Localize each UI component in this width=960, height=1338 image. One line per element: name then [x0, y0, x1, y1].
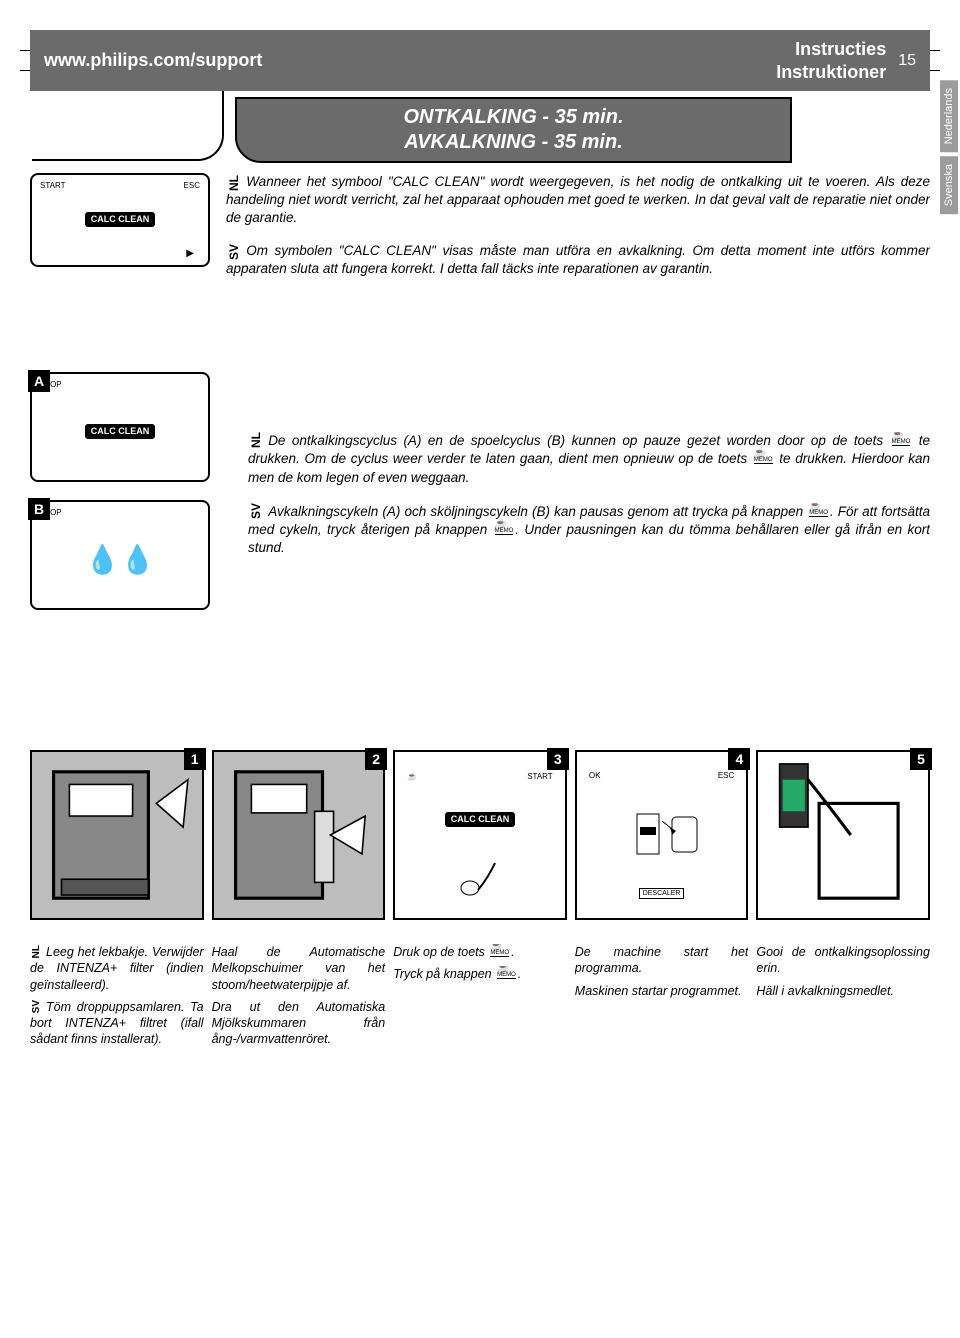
step-num-3: 3: [547, 748, 569, 770]
frother-icon: [218, 756, 380, 914]
cap-1: NL Leeg het lekbakje. Verwijder de INTEN…: [30, 944, 204, 1054]
cap5-nl: Gooi de ontkalkingsoplossing erin.: [756, 945, 930, 975]
drops-icon: 💧💧: [40, 546, 200, 574]
cap3-nl-pre: Druk op de toets: [393, 945, 488, 959]
descaler-label: DESCALER: [639, 888, 685, 899]
box-b: B STOP 💧💧: [30, 500, 230, 610]
cap-4: De machine start het programma. Maskinen…: [575, 944, 749, 1054]
intro-sv: SV Om symbolen "CALC CLEAN" visas måste …: [226, 242, 930, 278]
title-line-nl: ONTKALKING - 35 min.: [251, 105, 776, 130]
lcd-b: STOP 💧💧: [30, 500, 210, 610]
step-fig-1: [30, 750, 204, 920]
machine-icon: [36, 756, 198, 914]
ab-section: A STOP CALC CLEAN B STOP 💧💧 NL De ontk: [30, 372, 930, 610]
cap-3: Druk op de toets ☕MEMO. Tryck på knappen…: [393, 944, 567, 1054]
cap4-sv: Maskinen startar programmet.: [575, 984, 742, 998]
cap1-sv-marker: SV: [30, 1000, 43, 1013]
step-num-4: 4: [728, 748, 750, 770]
ab-para-sv: SV Avkalkningscykeln (A) och sköljningsc…: [248, 503, 930, 558]
lcd-calc-clean: START ESC CALC CLEAN ▶: [30, 173, 210, 267]
step-4: 4 OK ESC DESCALER: [575, 750, 749, 920]
sv-marker: SV: [226, 244, 242, 260]
steps-row: 1 2 3: [30, 750, 930, 920]
cap-5: Gooi de ontkalkingsoplossing erin. Häll …: [756, 944, 930, 1054]
tab-nederlands: Nederlands: [940, 80, 958, 152]
box-a: A STOP CALC CLEAN: [30, 372, 230, 482]
finger-press-icon: [460, 858, 500, 898]
ab-nl-pre: De ontkalkingscyclus (A) en de spoelcycl…: [268, 433, 889, 448]
lcd-start: START: [40, 181, 65, 190]
label-a: A: [28, 370, 50, 392]
language-tabs: Nederlands Svenska: [940, 80, 958, 214]
cap1-nl-marker: NL: [30, 945, 43, 958]
title-line-sv: AVKALKNING - 35 min.: [251, 130, 776, 155]
header-titles: Instructies Instruktioner: [776, 38, 886, 83]
ab-boxes: A STOP CALC CLEAN B STOP 💧💧: [30, 372, 230, 610]
cap3-nl-post: .: [511, 945, 514, 959]
lcd-esc: ESC: [184, 181, 200, 190]
step-fig-3: ☕ START CALC CLEAN: [393, 750, 567, 920]
lcd-arrow: ▶: [40, 248, 200, 259]
cup-icon: ☕MEMO: [497, 966, 516, 979]
fig3-start: START: [527, 772, 552, 781]
intro-nl-text: Wanneer het symbool "CALC CLEAN" wordt w…: [226, 174, 930, 225]
descaler-bottle-icon: [622, 809, 702, 859]
tab-svenska: Svenska: [940, 156, 958, 214]
cap4-nl: De machine start het programma.: [575, 945, 749, 975]
cap1-nl: Leeg het lekbakje. Verwijder de INTENZA+…: [30, 945, 204, 992]
support-url: www.philips.com/support: [44, 50, 262, 71]
lcd-b-stop: STOP: [40, 508, 200, 517]
cap2-nl: Haal de Automatische Melkopschuimer van …: [212, 945, 386, 992]
step-2: 2: [212, 750, 386, 920]
ab-text: NL De ontkalkingscyclus (A) en de spoelc…: [248, 372, 930, 610]
lcd-a: STOP CALC CLEAN: [30, 372, 210, 482]
cup-icon: ☕MEMO: [892, 432, 911, 446]
step-num-2: 2: [365, 748, 387, 770]
header-right: Instructies Instruktioner 15: [776, 38, 916, 83]
lcd-a-badge: CALC CLEAN: [85, 424, 156, 439]
ab-nl-marker: NL: [248, 432, 264, 448]
page-number: 15: [898, 52, 916, 70]
intro-nl: NL Wanneer het symbool "CALC CLEAN" word…: [226, 173, 930, 228]
calc-clean-badge: CALC CLEAN: [85, 212, 156, 227]
lcd-a-stop: STOP: [40, 380, 200, 389]
cup-icon: ☕MEMO: [490, 944, 509, 957]
step-1: 1: [30, 750, 204, 920]
step-5: 5: [756, 750, 930, 920]
page-content: www.philips.com/support Instructies Inst…: [30, 30, 930, 1054]
step-captions: NL Leeg het lekbakje. Verwijder de INTEN…: [30, 944, 930, 1054]
fig4-esc: ESC: [718, 771, 734, 780]
intro-sv-text: Om symbolen "CALC CLEAN" visas måste man…: [226, 243, 930, 276]
pour-icon: [762, 756, 924, 914]
cap3-sv-pre: Tryck på knappen: [393, 967, 495, 981]
cup-icon: ☕MEMO: [495, 520, 514, 535]
step-3: 3 ☕ START CALC CLEAN: [393, 750, 567, 920]
label-b: B: [28, 498, 50, 520]
header-bar: www.philips.com/support Instructies Inst…: [30, 30, 930, 91]
fig4-ok: OK: [589, 771, 601, 780]
step-fig-4: OK ESC DESCALER: [575, 750, 749, 920]
step-fig-2: [212, 750, 386, 920]
cup-icon: ☕MEMO: [809, 503, 828, 517]
intro-row: START ESC CALC CLEAN ▶ NL Wanneer het sy…: [30, 173, 930, 292]
cap2-sv: Dra ut den Automatiska Mjölkskummaren fr…: [212, 1000, 386, 1047]
title-sv: Instruktioner: [776, 61, 886, 84]
cap-2: Haal de Automatische Melkopschuimer van …: [212, 944, 386, 1054]
ab-para-nl: NL De ontkalkingscyclus (A) en de spoelc…: [248, 432, 930, 487]
step-num-5: 5: [910, 748, 932, 770]
nl-marker: NL: [226, 175, 242, 191]
cap1-sv: Töm droppuppsamlaren. Ta bort INTENZA+ f…: [30, 1000, 204, 1047]
cap5-sv: Häll i avkalkningsmedlet.: [756, 984, 894, 998]
section-title-box: ONTKALKING - 35 min. AVKALKNING - 35 min…: [235, 97, 792, 163]
cap3-sv-post: .: [518, 967, 521, 981]
title-nl: Instructies: [776, 38, 886, 61]
intro-text: NL Wanneer het symbool "CALC CLEAN" word…: [226, 173, 930, 292]
step-num-1: 1: [184, 748, 206, 770]
ab-sv-marker: SV: [248, 503, 264, 519]
cup-icon: ☕MEMO: [754, 449, 773, 464]
ab-sv-pre: Avkalkningscykeln (A) och sköljningscyke…: [268, 504, 807, 519]
step-fig-5: [756, 750, 930, 920]
fig3-badge: CALC CLEAN: [445, 812, 516, 827]
